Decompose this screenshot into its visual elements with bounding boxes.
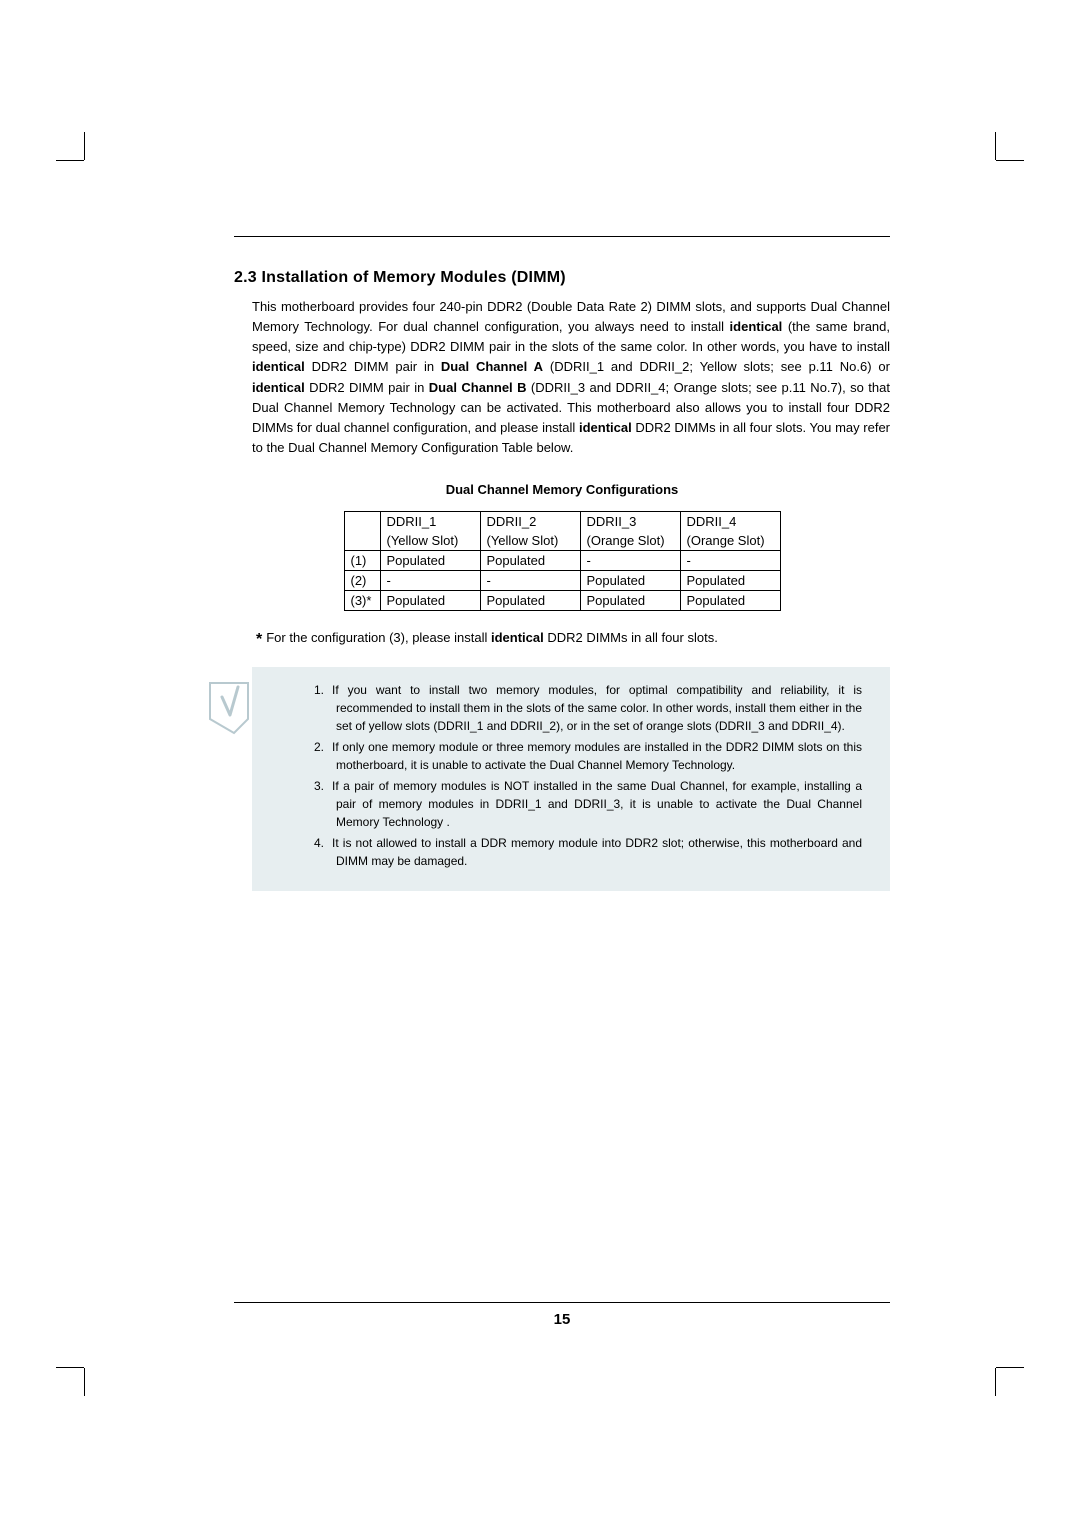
table-cell: -	[580, 551, 680, 571]
para-bold: identical	[252, 359, 305, 374]
footnote-text: For the configuration (3), please instal…	[266, 630, 491, 645]
config-table: DDRII_1 DDRII_2 DDRII_3 DDRII_4 (Yellow …	[344, 511, 781, 611]
table-title: Dual Channel Memory Configurations	[234, 482, 890, 497]
table-header: DDRII_1	[380, 512, 480, 532]
para-text: DDR2 DIMM pair in	[305, 359, 441, 374]
para-bold: identical	[252, 380, 305, 395]
para-bold: identical	[579, 420, 632, 435]
table-slot-label: (Orange Slot)	[580, 531, 680, 551]
table-cell: -	[480, 571, 580, 591]
table-cell: -	[380, 571, 480, 591]
para-bold: identical	[730, 319, 783, 334]
note-item: 4.It is not allowed to install a DDR mem…	[314, 834, 862, 870]
para-bold: Dual Channel A	[441, 359, 543, 374]
table-slot-label: (Orange Slot)	[680, 531, 780, 551]
top-horizontal-rule	[234, 236, 890, 237]
table-cell: Populated	[580, 571, 680, 591]
footnote-text: DDR2 DIMMs in all four slots.	[544, 630, 718, 645]
table-header: DDRII_2	[480, 512, 580, 532]
para-bold: Dual Channel B	[429, 380, 527, 395]
table-cell: Populated	[680, 571, 780, 591]
table-row: (1) Populated Populated - -	[344, 551, 780, 571]
para-text: (DDRII_1 and DDRII_2; Yellow slots; see …	[543, 359, 890, 374]
bottom-horizontal-rule	[234, 1302, 890, 1303]
table-cell: Populated	[380, 591, 480, 611]
table-row: (3)* Populated Populated Populated Popul…	[344, 591, 780, 611]
table-cell: -	[680, 551, 780, 571]
table-row-index: (2)	[344, 571, 380, 591]
table-cell: Populated	[480, 551, 580, 571]
table-cell: Populated	[380, 551, 480, 571]
table-header: DDRII_3	[580, 512, 680, 532]
table-footnote: * For the configuration (3), please insta…	[234, 629, 890, 647]
note-text: It is not allowed to install a DDR memor…	[332, 836, 862, 868]
table-row-index: (1)	[344, 551, 380, 571]
para-text: DDR2 DIMM pair in	[305, 380, 429, 395]
note-text: If only one memory module or three memor…	[332, 740, 862, 772]
section-heading: 2.3 Installation of Memory Modules (DIMM…	[234, 269, 890, 287]
table-header: DDRII_4	[680, 512, 780, 532]
table-cell: Populated	[680, 591, 780, 611]
page-number: 15	[234, 1311, 890, 1328]
note-text: If you want to install two memory module…	[332, 683, 862, 733]
note-text: If a pair of memory modules is NOT insta…	[332, 779, 862, 829]
body-paragraph: This motherboard provides four 240-pin D…	[234, 297, 890, 458]
note-icon	[204, 675, 254, 735]
footnote-star: *	[256, 631, 262, 648]
table-row-index: (3)*	[344, 591, 380, 611]
table-slot-label: (Yellow Slot)	[480, 531, 580, 551]
notes-callout-box: 1.If you want to install two memory modu…	[252, 667, 890, 891]
note-item: 3.If a pair of memory modules is NOT ins…	[314, 777, 862, 831]
note-item: 1.If you want to install two memory modu…	[314, 681, 862, 735]
footnote-bold: identical	[491, 630, 544, 645]
table-header-blank	[344, 512, 380, 551]
note-item: 2.If only one memory module or three mem…	[314, 738, 862, 774]
table-cell: Populated	[480, 591, 580, 611]
table-slot-label: (Yellow Slot)	[380, 531, 480, 551]
table-row: (2) - - Populated Populated	[344, 571, 780, 591]
page-content: 2.3 Installation of Memory Modules (DIMM…	[234, 236, 890, 1328]
table-cell: Populated	[580, 591, 680, 611]
